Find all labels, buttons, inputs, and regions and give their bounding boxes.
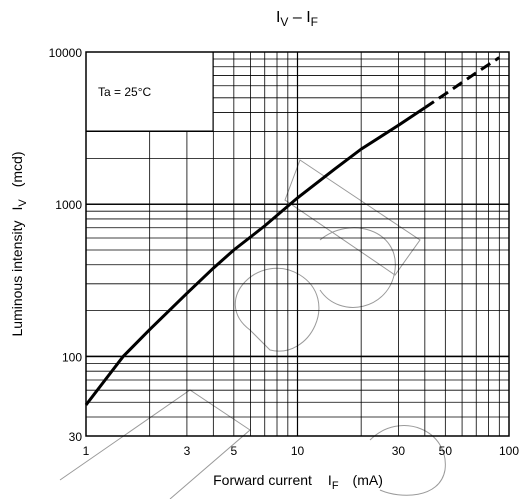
- watermark-shape-1: [59, 389, 251, 499]
- x-tick-label: 3: [184, 444, 191, 458]
- x-tick-label: 100: [499, 444, 519, 458]
- series-line-solid: [84, 106, 426, 406]
- annotation-text: Ta = 25°C: [98, 85, 151, 99]
- annotation-box: [85, 51, 214, 132]
- y-tick-label: 100: [62, 350, 82, 364]
- x-tick-label: 5: [230, 444, 237, 458]
- x-tick-label: 10: [291, 444, 305, 458]
- y-tick-label: 10000: [49, 46, 83, 60]
- y-tick-label: 1000: [55, 198, 82, 212]
- y-tick-label: 30: [69, 430, 83, 444]
- x-tick-label: 50: [439, 444, 453, 458]
- x-tick-label: 30: [392, 444, 406, 458]
- y-axis-label: Luminous intensityIV(mcd): [9, 152, 29, 337]
- watermark-shape-2: [234, 267, 320, 352]
- chart-title: IV – IF: [276, 9, 318, 29]
- watermark-shape-3: [284, 159, 421, 276]
- x-axis-label: Forward current IF (mA): [213, 472, 383, 492]
- plot-frame: [85, 51, 510, 437]
- y-tick-labels: 30 100 1000 10000: [49, 46, 83, 444]
- series-line-dashed: [423, 56, 501, 110]
- x-tick-labels: 1 3 5 10 30 50 100: [83, 444, 520, 458]
- x-tick-label: 1: [83, 444, 90, 458]
